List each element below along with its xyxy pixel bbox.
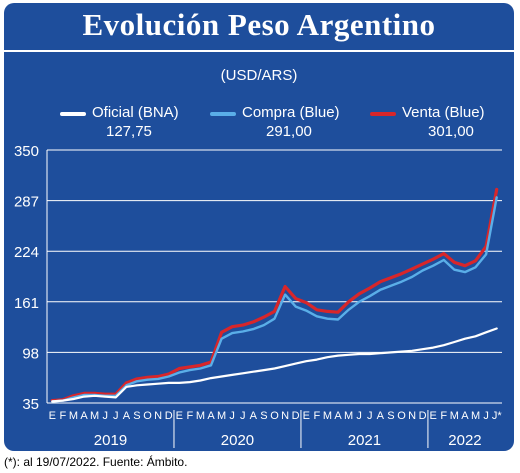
x-tick-label: A [377,410,385,422]
legend-item-oficial: Oficial (BNA) 127,75 [60,104,210,140]
legend-value-venta: 301,00 [428,123,474,140]
x-tick-label: A [334,410,342,422]
x-tick-label: D [419,410,427,422]
x-tick-label: N [281,410,289,422]
x-tick-label: D [292,410,300,422]
x-tick-label: M [90,410,99,422]
chart-frame: Evolución Peso Argentino (USD/ARS) Ofici… [4,3,514,451]
x-tick-label: O [270,410,279,422]
year-label: 2019 [94,432,127,449]
x-tick-label: J [367,410,373,422]
legend-label-compra: Compra (Blue) [242,104,340,121]
x-tick-label: O [143,410,152,422]
x-tick-label: J [356,410,362,422]
x-tick-label: F [186,410,193,422]
y-tick-label: 224 [14,244,39,261]
series-line-oficial-bna [51,327,498,403]
x-tick-label: M [217,410,226,422]
x-tick-label: J* [492,410,503,422]
legend-label-oficial: Oficial (BNA) [92,104,179,121]
y-tick-label: 98 [22,345,39,362]
x-tick-label: J [483,410,489,422]
year-label: 2022 [448,432,481,449]
x-tick-label: E [430,410,437,422]
x-tick-label: S [260,410,267,422]
y-tick-label: 35 [22,396,39,413]
y-tick-label: 350 [14,143,39,160]
y-tick-label: 287 [14,194,39,211]
series-line-compra-blue [51,196,498,403]
x-tick-label: F [440,410,447,422]
x-tick-label: E [49,410,56,422]
legend-item-compra: Compra (Blue) 291,00 [210,104,370,140]
year-label: 2021 [348,432,381,449]
legend-value-oficial: 127,75 [106,123,152,140]
x-tick-label: S [133,410,140,422]
year-label: 2020 [221,432,254,449]
x-tick-label: M [323,410,332,422]
unit-label: (USD/ARS) [220,67,298,84]
x-tick-label: A [461,410,469,422]
x-tick-label: N [154,410,162,422]
x-tick-label: A [250,410,258,422]
x-tick-label: E [176,410,183,422]
x-tick-label: A [207,410,215,422]
title-divider [4,50,514,52]
x-tick-label: A [123,410,131,422]
x-tick-label: M [471,410,480,422]
x-tick-label: M [450,410,459,422]
x-tick-label: M [69,410,78,422]
x-tick-label: S [387,410,394,422]
x-tick-label: A [80,410,88,422]
footnote: (*): al 19/07/2022. Fuente: Ámbito. [4,455,188,469]
x-tick-label: M [196,410,205,422]
x-tick-label: F [60,410,67,422]
legend-swatch-oficial [60,112,86,116]
series-line-venta-blue [50,187,499,403]
x-tick-label: D [165,410,173,422]
x-tick-label: E [303,410,310,422]
legend-label-venta: Venta (Blue) [402,104,485,121]
x-tick-label: N [408,410,416,422]
x-tick-label: F [313,410,320,422]
legend-item-venta: Venta (Blue) 301,00 [370,104,510,140]
x-tick-label: J [240,410,246,422]
legend-value-compra: 291,00 [266,123,312,140]
legend-swatch-venta [370,112,396,116]
x-tick-label: O [397,410,406,422]
x-tick-label: M [344,410,353,422]
chart-title: Evolución Peso Argentino [82,7,436,42]
y-tick-label: 161 [14,295,39,312]
x-tick-label: J [229,410,235,422]
legend-swatch-compra [210,112,236,116]
x-tick-label: J [113,410,119,422]
x-tick-label: J [102,410,108,422]
